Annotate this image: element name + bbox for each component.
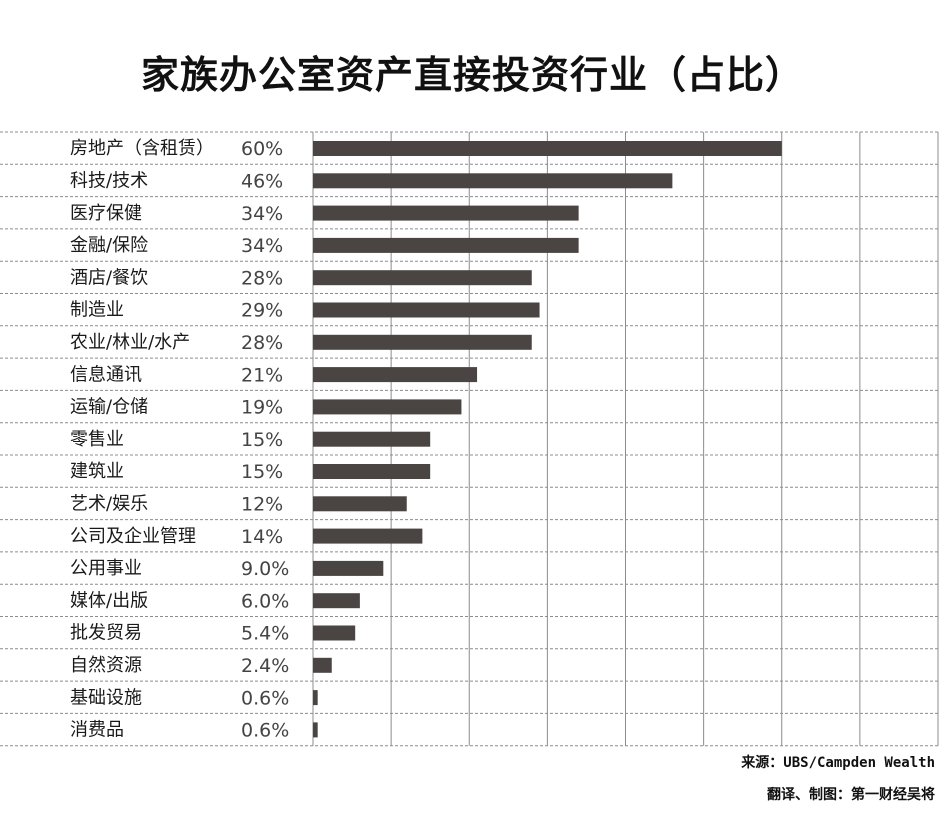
value-label: 2.4% bbox=[241, 655, 289, 677]
category-label: 媒体/出版 bbox=[70, 590, 148, 611]
category-label: 艺术/娱乐 bbox=[70, 493, 148, 514]
bar bbox=[313, 593, 360, 609]
category-label: 房地产（含租赁） bbox=[70, 138, 214, 159]
value-label: 28% bbox=[241, 332, 283, 354]
bar bbox=[313, 399, 462, 415]
value-label: 15% bbox=[241, 429, 283, 451]
category-label: 公用事业 bbox=[70, 558, 142, 579]
bar bbox=[313, 141, 782, 156]
bar bbox=[313, 560, 384, 576]
bar bbox=[313, 205, 579, 221]
value-label: 5.4% bbox=[241, 623, 289, 645]
category-label: 科技/技术 bbox=[70, 170, 148, 191]
bar bbox=[313, 528, 423, 544]
bar bbox=[313, 657, 332, 673]
value-label: 15% bbox=[241, 461, 283, 483]
category-label: 零售业 bbox=[70, 429, 124, 450]
category-label: 制造业 bbox=[70, 300, 124, 321]
value-label: 9.0% bbox=[241, 558, 289, 580]
value-label: 34% bbox=[241, 235, 283, 257]
source-note: 来源：UBS/Campden Wealth bbox=[741, 755, 935, 771]
value-label: 14% bbox=[241, 526, 283, 548]
value-label: 21% bbox=[241, 364, 283, 386]
category-label: 基础设施 bbox=[70, 687, 142, 708]
credit-note: 翻译、制图：第一财经吴将 bbox=[767, 787, 935, 803]
chart-grid bbox=[0, 131, 939, 747]
value-label: 19% bbox=[241, 397, 283, 419]
category-label: 医疗保健 bbox=[70, 203, 142, 224]
bar bbox=[313, 302, 540, 318]
bar bbox=[313, 173, 673, 189]
category-label: 批发贸易 bbox=[70, 623, 142, 644]
bar bbox=[313, 722, 318, 738]
category-label: 酒店/餐饮 bbox=[70, 267, 148, 288]
category-label: 信息通讯 bbox=[70, 364, 142, 385]
category-label: 公司及企业管理 bbox=[70, 526, 196, 547]
chart-title: 家族办公室资产直接投资行业（占比） bbox=[140, 53, 804, 97]
category-label: 消费品 bbox=[70, 720, 124, 741]
bar bbox=[313, 334, 532, 350]
bar bbox=[313, 496, 407, 512]
value-label: 6.0% bbox=[241, 590, 289, 612]
value-label: 29% bbox=[241, 300, 283, 322]
category-label: 农业/林业/水产 bbox=[70, 332, 190, 353]
bar bbox=[313, 270, 532, 286]
chart-labels: 房地产（含租赁） 60% 科技/技术 46% 医疗保健 34% 金融/保险 34% 酒店/餐饮 2… bbox=[70, 138, 289, 741]
category-label: 金融/保险 bbox=[70, 235, 148, 256]
chart-bars bbox=[313, 141, 782, 738]
category-label: 自然资源 bbox=[70, 655, 142, 676]
bar bbox=[313, 690, 318, 706]
value-label: 28% bbox=[241, 267, 283, 289]
bar bbox=[313, 625, 356, 641]
value-label: 0.6% bbox=[241, 687, 289, 709]
value-label: 60% bbox=[241, 138, 283, 160]
value-label: 0.6% bbox=[241, 720, 289, 742]
bar bbox=[313, 367, 478, 383]
value-label: 12% bbox=[241, 493, 283, 515]
bar bbox=[313, 464, 431, 479]
category-label: 建筑业 bbox=[70, 461, 124, 482]
bar bbox=[313, 237, 579, 253]
category-label: 运输/仓储 bbox=[70, 397, 148, 418]
bar bbox=[313, 431, 431, 447]
value-label: 34% bbox=[241, 203, 283, 225]
value-label: 46% bbox=[241, 170, 283, 192]
